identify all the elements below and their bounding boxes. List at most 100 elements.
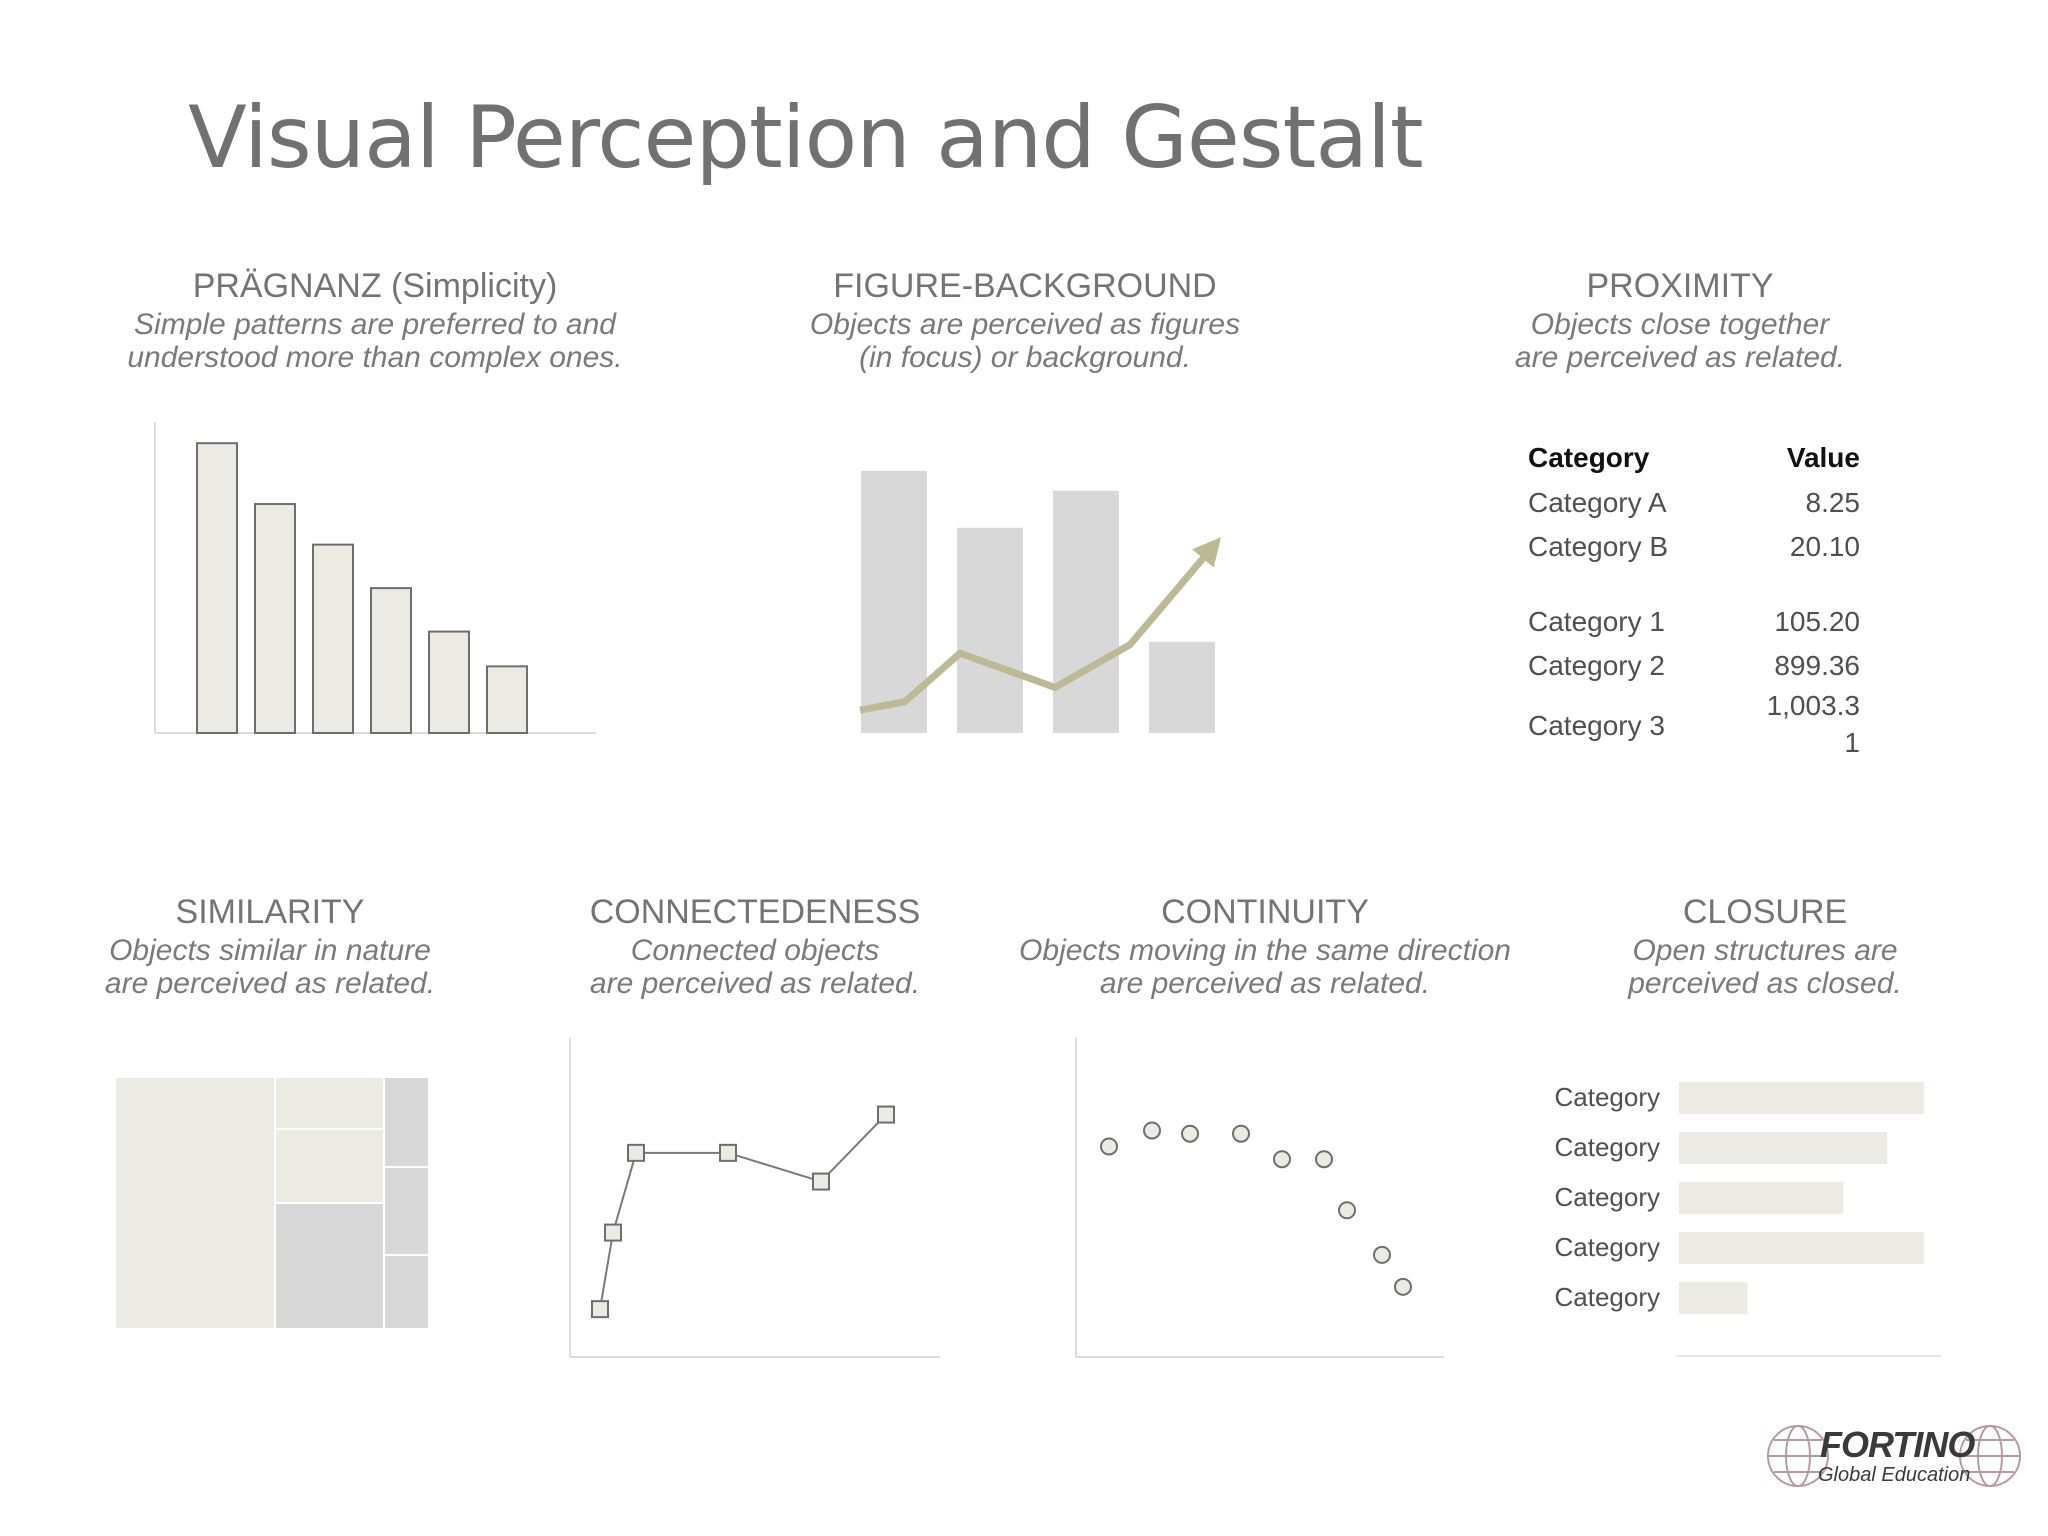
figure-background-description-line2: (in focus) or background. bbox=[859, 341, 1191, 374]
proximity-heading: PROXIMITY bbox=[1586, 267, 1774, 305]
pragnanz-bar bbox=[196, 442, 238, 735]
closure-category-label: Category bbox=[1554, 1232, 1661, 1262]
continuity-point bbox=[1143, 1121, 1161, 1140]
closure-heading: CLOSURE bbox=[1682, 893, 1848, 931]
similarity-treemap-cell bbox=[385, 1168, 428, 1254]
connectedness-marker bbox=[591, 1300, 609, 1319]
connectedness-marker bbox=[877, 1105, 895, 1124]
pragnanz-bar bbox=[254, 503, 296, 734]
closure-bar bbox=[1679, 1282, 1748, 1314]
continuity-description-line2: are perceived as related. bbox=[1099, 967, 1431, 1000]
similarity-treemap bbox=[116, 1078, 428, 1328]
proximity-table-header: Category Value bbox=[1520, 442, 1860, 482]
table-row: Category A 8.25 bbox=[1520, 487, 1860, 527]
closure-category-label: Category bbox=[1554, 1082, 1661, 1112]
similarity-treemap-cell bbox=[276, 1130, 383, 1202]
connectedness-description-line1: Connected objects bbox=[630, 934, 880, 967]
continuity-point bbox=[1338, 1201, 1356, 1220]
closure-bar bbox=[1679, 1232, 1924, 1264]
similarity-treemap-cell bbox=[116, 1078, 274, 1328]
connectedness-header: CONNECTEDENESS Connected objects are per… bbox=[560, 890, 950, 1000]
similarity-description-line1: Objects similar in nature bbox=[109, 934, 431, 967]
similarity-treemap-cell bbox=[385, 1256, 428, 1328]
closure-description-line2: perceived as closed. bbox=[1628, 967, 1902, 1000]
connectedness-marker bbox=[604, 1223, 622, 1242]
proximity-row-category: Category A bbox=[1528, 487, 1667, 518]
table-row: Category B 20.10 bbox=[1520, 531, 1860, 571]
slide-title: Visual Perception and Gestalt bbox=[188, 88, 1424, 188]
figure-background-heading: FIGURE-BACKGROUND bbox=[833, 267, 1217, 305]
figure-background-bar bbox=[957, 527, 1023, 733]
continuity-point bbox=[1232, 1124, 1250, 1143]
similarity-heading: SIMILARITY bbox=[175, 893, 365, 931]
pragnanz-bar bbox=[370, 587, 412, 734]
proximity-row-value: 20.10 bbox=[1789, 531, 1860, 562]
figure-background-header: FIGURE-BACKGROUND Objects are perceived … bbox=[770, 264, 1280, 374]
continuity-point bbox=[1273, 1150, 1291, 1169]
closure-category-label: Category bbox=[1554, 1182, 1661, 1212]
pragnanz-bar bbox=[312, 543, 354, 734]
pragnanz-bar-chart bbox=[154, 422, 596, 735]
connectedness-marker bbox=[719, 1143, 737, 1162]
proximity-row-category: Category 3 bbox=[1528, 710, 1665, 741]
connectedness-description-line2: are perceived as related. bbox=[589, 967, 921, 1000]
proximity-header: PROXIMITY Objects close together are per… bbox=[1440, 264, 1920, 374]
figure-background-chart bbox=[859, 470, 1222, 733]
proximity-row-value: 105.20 bbox=[1774, 606, 1860, 637]
pragnanz-header: PRÄGNANZ (Simplicity) Simple patterns ar… bbox=[95, 264, 655, 374]
similarity-treemap-cell bbox=[276, 1204, 383, 1328]
pragnanz-bar bbox=[486, 665, 528, 734]
globe-icon bbox=[1767, 1425, 2021, 1487]
proximity-row-value: 8.25 bbox=[1805, 487, 1861, 518]
continuity-point bbox=[1181, 1124, 1199, 1143]
pragnanz-description-line2: understood more than complex ones. bbox=[127, 341, 623, 374]
continuity-point bbox=[1315, 1150, 1333, 1169]
table-row: Category 3 1,003.3 1 bbox=[1520, 690, 1860, 770]
proximity-row-value: 899.36 bbox=[1774, 650, 1860, 681]
proximity-description-line2: are perceived as related. bbox=[1514, 341, 1846, 374]
figure-background-trend-line bbox=[859, 537, 1222, 714]
proximity-row-value: 1,003.3 bbox=[1766, 690, 1860, 721]
closure-category-label: Category bbox=[1554, 1132, 1661, 1162]
similarity-header: SIMILARITY Objects similar in nature are… bbox=[70, 890, 470, 1000]
figure-background-bar bbox=[1053, 490, 1119, 733]
closure-bar bbox=[1679, 1182, 1844, 1214]
closure-category-label: Category bbox=[1554, 1282, 1661, 1312]
similarity-treemap-cell bbox=[276, 1078, 383, 1128]
connectedness-marker bbox=[627, 1143, 645, 1162]
continuity-point bbox=[1373, 1245, 1391, 1264]
continuity-description-line1: Objects moving in the same direction bbox=[1019, 934, 1511, 967]
continuity-heading: CONTINUITY bbox=[1161, 893, 1369, 931]
pragnanz-description-line1: Simple patterns are preferred to and bbox=[134, 308, 616, 341]
similarity-description-line2: are perceived as related. bbox=[104, 967, 436, 1000]
continuity-scatter-chart bbox=[1075, 1038, 1444, 1358]
connectedness-line bbox=[599, 1113, 887, 1310]
proximity-row-category: Category B bbox=[1528, 531, 1669, 562]
proximity-header-value: Value bbox=[1786, 442, 1860, 473]
continuity-header: CONTINUITY Objects moving in the same di… bbox=[1000, 890, 1530, 1000]
similarity-treemap-cell bbox=[385, 1078, 428, 1166]
proximity-row-category: Category 2 bbox=[1528, 650, 1665, 681]
closure-header: CLOSURE Open structures are perceived as… bbox=[1580, 890, 1950, 1000]
closure-bar-chart bbox=[1676, 1082, 1942, 1357]
connectedness-line-chart bbox=[569, 1038, 940, 1358]
proximity-row-value-wrap: 1 bbox=[1844, 727, 1860, 758]
continuity-point bbox=[1100, 1137, 1118, 1156]
proximity-header-category: Category bbox=[1528, 442, 1650, 473]
proximity-row-category: Category 1 bbox=[1528, 606, 1665, 637]
table-row: Category 1 105.20 bbox=[1520, 606, 1860, 646]
closure-bar bbox=[1679, 1082, 1924, 1114]
pragnanz-bar bbox=[428, 630, 470, 735]
connectedness-marker bbox=[812, 1172, 830, 1191]
fortino-logo: FORTINO Global Education bbox=[1767, 1416, 2021, 1496]
logo-name: FORTINO bbox=[1820, 1424, 1975, 1465]
figure-background-bar bbox=[1149, 641, 1215, 733]
pragnanz-heading: PRÄGNANZ (Simplicity) bbox=[192, 267, 558, 305]
closure-bar bbox=[1679, 1132, 1888, 1164]
proximity-description-line1: Objects close together bbox=[1530, 308, 1830, 341]
table-row: Category 2 899.36 bbox=[1520, 650, 1860, 690]
continuity-point bbox=[1394, 1277, 1412, 1296]
connectedness-heading: CONNECTEDENESS bbox=[589, 893, 921, 931]
closure-description-line1: Open structures are bbox=[1632, 934, 1898, 967]
logo-subtitle: Global Education bbox=[1818, 1464, 1971, 1486]
